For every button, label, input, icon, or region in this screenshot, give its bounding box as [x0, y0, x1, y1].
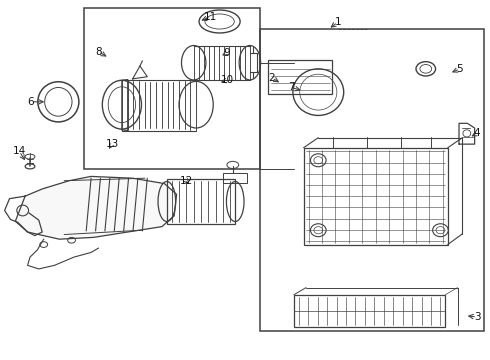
Text: 9: 9	[223, 48, 230, 58]
Bar	[84, 8, 260, 169]
Text: 6: 6	[27, 97, 34, 107]
Text: 2: 2	[269, 73, 275, 83]
Text: 11: 11	[204, 12, 218, 22]
Text: 7: 7	[288, 82, 294, 93]
Polygon shape	[15, 176, 176, 239]
Text: 5: 5	[457, 64, 464, 74]
Text: 4: 4	[474, 129, 480, 138]
Bar	[269, 60, 332, 94]
Text: 3: 3	[474, 312, 480, 322]
Text: 13: 13	[105, 139, 119, 149]
Bar	[294, 295, 445, 327]
Text: 1: 1	[335, 17, 341, 27]
Text: 14: 14	[13, 146, 26, 156]
Text: 12: 12	[180, 176, 193, 186]
Text: 8: 8	[95, 46, 102, 57]
Bar	[260, 30, 485, 330]
Bar	[167, 179, 235, 224]
Bar	[223, 173, 247, 183]
Bar	[304, 148, 448, 244]
Text: 10: 10	[220, 75, 233, 85]
